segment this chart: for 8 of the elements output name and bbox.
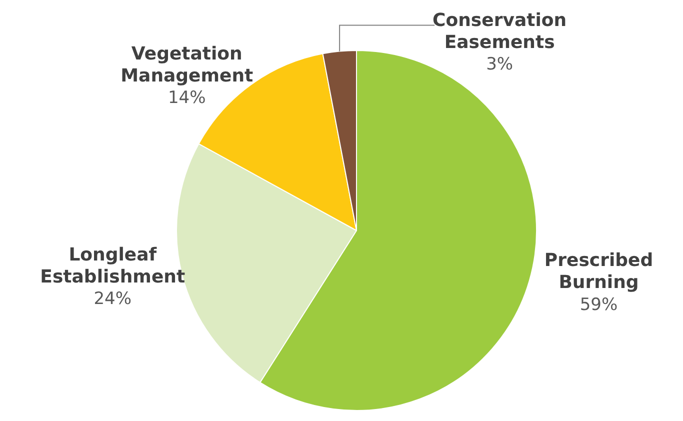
data-label: 14%: [168, 88, 206, 108]
data-label: 59%: [580, 294, 618, 315]
data-label: 24%: [94, 289, 132, 310]
slice-label: Conservation Easements: [432, 10, 567, 53]
data-label: 3%: [486, 54, 514, 75]
slice-label: Longleaf Establishment: [40, 244, 186, 288]
slice-label: Prescribed Burning: [544, 250, 654, 294]
slice-label: Vegetation Management: [120, 43, 254, 86]
